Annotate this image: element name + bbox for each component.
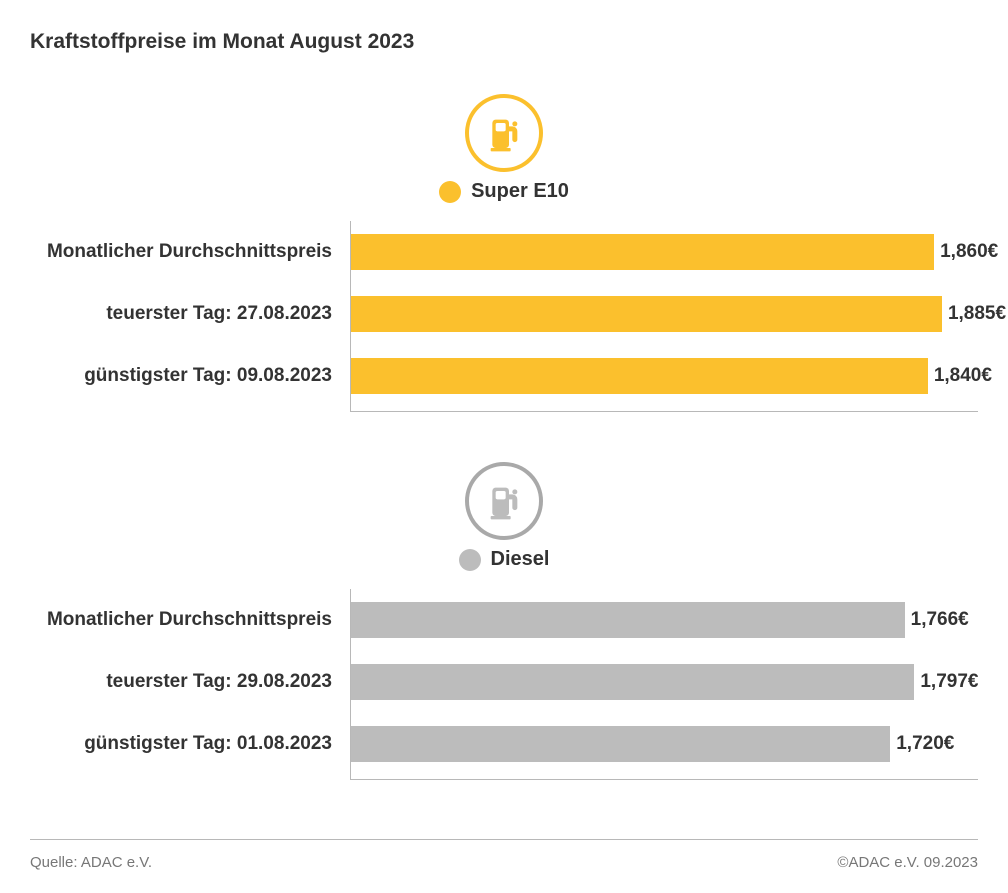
bar-value: 1,885€ bbox=[948, 303, 1006, 325]
labels-column: Monatlicher Durchschnittspreisteuerster … bbox=[30, 589, 350, 780]
footer-copyright: ©ADAC e.V. 09.2023 bbox=[837, 854, 978, 871]
bar-value: 1,797€ bbox=[920, 671, 978, 693]
footer: Quelle: ADAC e.V. ©ADAC e.V. 09.2023 bbox=[30, 839, 978, 871]
bars-column: 1,860€1,885€1,840€ bbox=[350, 221, 978, 412]
bar-row: 1,885€ bbox=[351, 283, 978, 345]
row-label: günstigster Tag: 01.08.2023 bbox=[30, 713, 350, 775]
fuel-icon-ring bbox=[465, 462, 543, 540]
bar-value: 1,766€ bbox=[911, 609, 969, 631]
bar-value: 1,860€ bbox=[940, 241, 998, 263]
fuel-section: Diesel Monatlicher Durchschnittspreisteu… bbox=[30, 462, 978, 780]
fuel-icon-ring bbox=[465, 94, 543, 172]
chart-area: Monatlicher Durchschnittspreisteuerster … bbox=[30, 221, 978, 412]
legend-label: Super E10 bbox=[471, 180, 569, 203]
legend: Diesel bbox=[30, 548, 978, 571]
section-header: Super E10 bbox=[30, 94, 978, 203]
fuel-section: Super E10 Monatlicher Durchschnittspreis… bbox=[30, 94, 978, 412]
footer-source: Quelle: ADAC e.V. bbox=[30, 854, 152, 871]
bar bbox=[351, 358, 928, 394]
fuel-pump-icon bbox=[484, 113, 524, 153]
bars-column: 1,766€ 1,797€ 1,720€ bbox=[350, 589, 978, 780]
row-label: teuerster Tag: 29.08.2023 bbox=[30, 651, 350, 713]
bar-row: 1,797€ bbox=[351, 651, 978, 713]
bar-row: 1,766€ bbox=[351, 589, 978, 651]
bar bbox=[351, 602, 905, 638]
row-label: Monatlicher Durchschnittspreis bbox=[30, 589, 350, 651]
chart-area: Monatlicher Durchschnittspreisteuerster … bbox=[30, 589, 978, 780]
bar bbox=[351, 726, 890, 762]
bar bbox=[351, 234, 934, 270]
row-label: Monatlicher Durchschnittspreis bbox=[30, 221, 350, 283]
labels-column: Monatlicher Durchschnittspreisteuerster … bbox=[30, 221, 350, 412]
legend: Super E10 bbox=[30, 180, 978, 203]
bar bbox=[351, 664, 914, 700]
chart-title: Kraftstoffpreise im Monat August 2023 bbox=[30, 30, 978, 54]
bar bbox=[351, 296, 942, 332]
bar-row: 1,720€ bbox=[351, 713, 978, 775]
fuel-pump-icon bbox=[484, 481, 524, 521]
bar-row: 1,860€ bbox=[351, 221, 978, 283]
legend-dot bbox=[439, 181, 461, 203]
legend-dot bbox=[459, 549, 481, 571]
bar-value: 1,720€ bbox=[896, 733, 954, 755]
row-label: günstigster Tag: 09.08.2023 bbox=[30, 345, 350, 407]
bar-value: 1,840€ bbox=[934, 365, 992, 387]
section-header: Diesel bbox=[30, 462, 978, 571]
bar-row: 1,840€ bbox=[351, 345, 978, 407]
row-label: teuerster Tag: 27.08.2023 bbox=[30, 283, 350, 345]
legend-label: Diesel bbox=[491, 548, 550, 571]
